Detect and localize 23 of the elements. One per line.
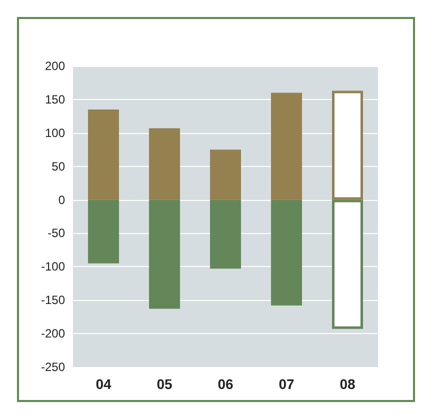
y-tick-label: 200: [44, 59, 66, 73]
y-tick-label: -150: [40, 293, 66, 308]
bar: [210, 150, 241, 200]
x-tick-label: 08: [340, 376, 356, 392]
bar: [271, 92, 302, 200]
bar: [271, 200, 302, 306]
bar: [149, 128, 180, 200]
bar: [88, 109, 119, 200]
x-tick-label: 05: [156, 376, 172, 392]
y-tick-label: -200: [40, 326, 66, 341]
y-tick-label: 0: [58, 192, 66, 207]
y-tick-label: 50: [52, 159, 66, 174]
y-tick-label: 150: [44, 92, 66, 106]
y-tick-label: -50: [48, 226, 66, 240]
x-tick-label: 06: [218, 376, 234, 392]
y-tick-label: -100: [40, 260, 66, 274]
bar: [88, 200, 119, 264]
x-tick-label: 07: [278, 376, 294, 392]
x-tick-label: 04: [96, 376, 112, 392]
y-tick-label: 100: [44, 126, 66, 140]
bar: [210, 200, 241, 269]
y-tick-label: -250: [40, 360, 66, 374]
bar: [149, 200, 180, 309]
